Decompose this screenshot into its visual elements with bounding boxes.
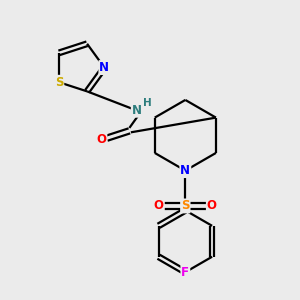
Text: O: O [207,200,217,212]
Text: O: O [154,200,164,212]
Text: S: S [55,76,63,89]
Text: S: S [181,200,190,212]
Text: N: N [132,104,142,117]
Text: F: F [181,266,189,279]
Text: N: N [180,164,190,177]
Text: O: O [96,133,106,146]
Text: H: H [143,98,152,108]
Text: N: N [99,61,110,74]
